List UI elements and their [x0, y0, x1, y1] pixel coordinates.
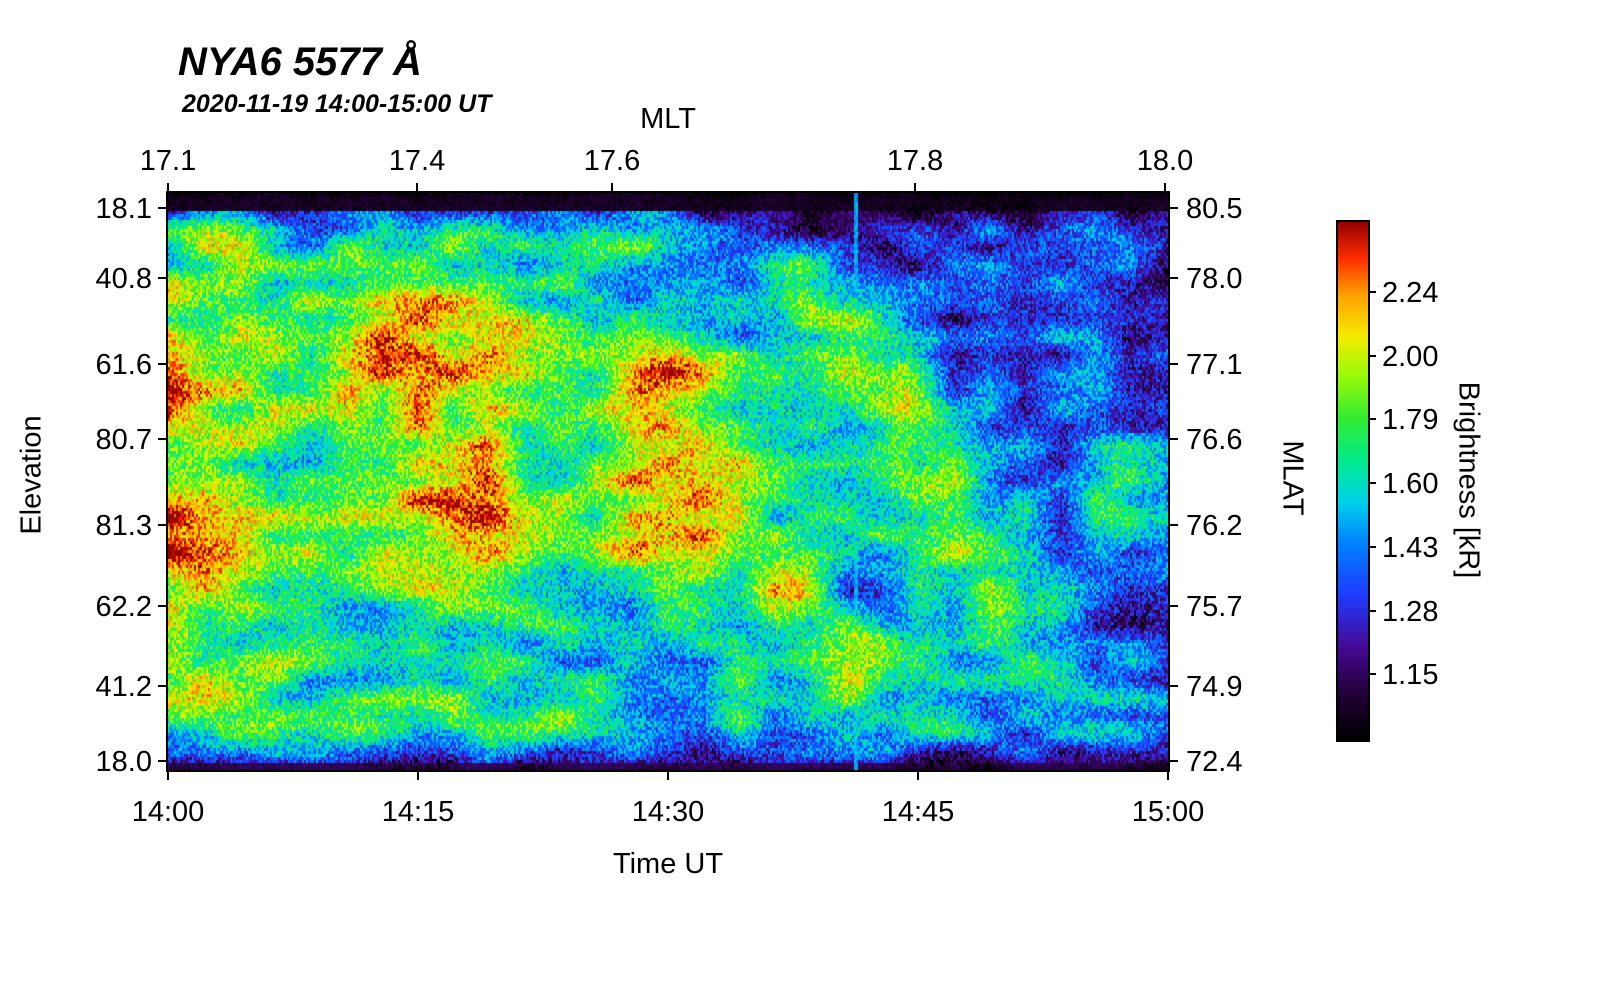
- elevation-tick-label: 41.2: [95, 671, 152, 704]
- time-tick-label: 15:00: [1131, 796, 1205, 828]
- mlt-tick-label: 17.6: [583, 145, 641, 177]
- colorbar-tick-label: 1.60: [1382, 468, 1439, 501]
- elevation-tick-label: 61.6: [95, 348, 152, 381]
- mlat-tick-label: 76.2: [1186, 509, 1243, 542]
- colorbar-tick: [1368, 290, 1376, 293]
- mlt-tick-label: 18.0: [1136, 145, 1194, 177]
- top-axis-label: MLT: [640, 103, 696, 135]
- left-axis-tick: [158, 438, 168, 441]
- right-axis-tick: [1168, 438, 1178, 441]
- colorbar-tick: [1368, 482, 1376, 485]
- bottom-axis-tick: [167, 770, 169, 780]
- elevation-tick-label: 80.7: [95, 424, 152, 457]
- colorbar-tick-label: 2.24: [1382, 276, 1439, 309]
- colorbar-gradient: [1338, 222, 1368, 740]
- time-tick-label: 14:15: [381, 796, 455, 828]
- mlat-tick-label: 74.9: [1186, 671, 1243, 704]
- colorbar-tick-label: 2.00: [1382, 340, 1439, 373]
- keogram-heatmap: [168, 193, 1168, 770]
- left-axis-tick: [158, 362, 168, 365]
- bottom-axis-label: Time UT: [612, 848, 724, 880]
- right-axis-tick: [1168, 760, 1178, 763]
- time-tick-label: 14:45: [881, 796, 955, 828]
- right-axis-tick: [1168, 207, 1178, 209]
- mlat-tick-label: 75.7: [1186, 590, 1243, 623]
- colorbar-tick-label: 1.43: [1382, 531, 1439, 564]
- left-axis-tick: [158, 760, 168, 763]
- bottom-axis-tick: [667, 770, 669, 780]
- elevation-tick-label: 40.8: [95, 263, 152, 296]
- left-axis-tick: [158, 207, 168, 209]
- mlt-tick-label: 17.1: [139, 145, 197, 177]
- right-axis-tick: [1168, 604, 1178, 607]
- time-tick-label: 14:00: [131, 796, 205, 828]
- top-axis-tick: [416, 183, 418, 193]
- colorbar-tick: [1368, 673, 1376, 676]
- mlat-tick-label: 72.4: [1186, 746, 1243, 779]
- right-axis-label: MLAT: [1276, 440, 1309, 516]
- left-axis-tick: [158, 523, 168, 526]
- mlt-tick-label: 17.4: [388, 145, 446, 177]
- right-axis-tick: [1168, 685, 1178, 688]
- top-axis-tick: [167, 183, 169, 193]
- colorbar-tick-label: 1.15: [1382, 659, 1439, 692]
- colorbar-tick: [1368, 545, 1376, 548]
- page-title: NYA6 5577 Å: [178, 40, 422, 84]
- colorbar-tick: [1368, 609, 1376, 612]
- elevation-tick-label: 62.2: [95, 590, 152, 623]
- left-axis-tick: [158, 604, 168, 607]
- top-axis-tick: [1164, 183, 1166, 193]
- colorbar-tick: [1368, 418, 1376, 421]
- right-axis-tick: [1168, 277, 1178, 280]
- right-axis-tick: [1168, 523, 1178, 526]
- colorbar-tick-label: 1.79: [1382, 404, 1439, 437]
- time-tick-label: 14:30: [631, 796, 705, 828]
- mlat-tick-label: 80.5: [1186, 193, 1243, 225]
- top-axis-tick: [611, 183, 613, 193]
- bottom-axis-tick: [917, 770, 919, 780]
- elevation-tick-label: 18.0: [95, 746, 152, 779]
- bottom-axis-tick: [1167, 770, 1169, 780]
- mlt-tick-label: 17.8: [886, 145, 944, 177]
- colorbar-tick: [1368, 354, 1376, 357]
- elevation-tick-label: 81.3: [95, 509, 152, 542]
- elevation-tick-label: 18.1: [95, 193, 152, 225]
- right-axis-tick: [1168, 362, 1178, 365]
- mlat-tick-label: 78.0: [1186, 263, 1243, 296]
- mlat-tick-label: 76.6: [1186, 424, 1243, 457]
- colorbar-tick-label: 1.28: [1382, 595, 1439, 628]
- top-axis-tick: [914, 183, 916, 193]
- bottom-axis-tick: [417, 770, 419, 780]
- left-axis-tick: [158, 685, 168, 688]
- mlat-tick-label: 77.1: [1186, 348, 1243, 381]
- left-axis-tick: [158, 277, 168, 280]
- figure-subtitle: 2020-11-19 14:00-15:00 UT: [182, 90, 492, 118]
